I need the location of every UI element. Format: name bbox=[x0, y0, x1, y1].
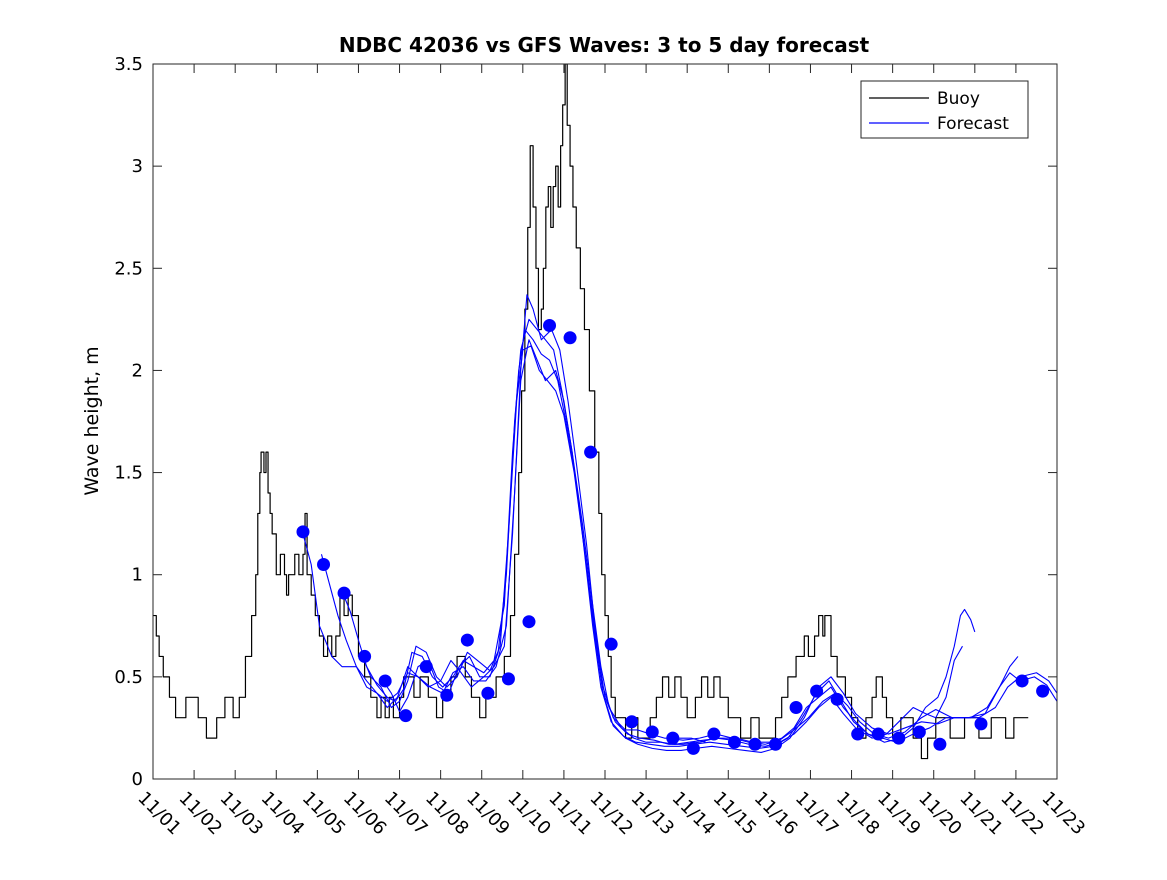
forecast-marker-9 bbox=[481, 686, 495, 700]
forecast-marker-21 bbox=[727, 735, 741, 749]
chart-title: NDBC 42036 vs GFS Waves: 3 to 5 day fore… bbox=[339, 33, 870, 57]
forecast-marker-28 bbox=[871, 727, 885, 741]
forecast-marker-7 bbox=[440, 688, 454, 702]
y-tick-label: 0 bbox=[132, 769, 143, 790]
forecast-marker-12 bbox=[543, 318, 557, 332]
y-tick-label: 2.5 bbox=[114, 258, 143, 279]
forecast-marker-1 bbox=[317, 558, 331, 571]
y-axis-label: Wave height, m bbox=[81, 346, 103, 495]
forecast-marker-4 bbox=[378, 674, 392, 688]
forecast-marker-11 bbox=[522, 615, 536, 629]
forecast-marker-14 bbox=[584, 445, 598, 459]
forecast-marker-25 bbox=[810, 684, 824, 698]
legend-box bbox=[860, 80, 1029, 139]
y-tick-label: 2 bbox=[132, 360, 143, 381]
forecast-marker-32 bbox=[974, 717, 988, 731]
forecast-marker-6 bbox=[419, 660, 433, 674]
forecast-marker-0 bbox=[296, 525, 310, 539]
forecast-marker-17 bbox=[645, 725, 659, 739]
y-tick-label: 3 bbox=[132, 156, 143, 177]
y-tick-label: 0.5 bbox=[114, 667, 143, 688]
forecast-marker-22 bbox=[748, 737, 762, 751]
forecast-marker-5 bbox=[399, 709, 413, 723]
forecast-marker-29 bbox=[892, 731, 906, 745]
legend-label-buoy: Buoy bbox=[937, 89, 980, 109]
forecast-marker-16 bbox=[625, 715, 639, 729]
forecast-marker-24 bbox=[789, 701, 803, 714]
forecast-marker-20 bbox=[707, 727, 721, 741]
forecast-marker-8 bbox=[460, 633, 474, 647]
forecast-marker-18 bbox=[666, 731, 680, 745]
y-tick-label: 1.5 bbox=[114, 463, 143, 484]
forecast-marker-33 bbox=[1015, 674, 1029, 688]
forecast-marker-13 bbox=[563, 331, 577, 345]
buoy-series-line bbox=[153, 64, 1029, 760]
forecast-marker-31 bbox=[933, 737, 947, 751]
forecast-marker-3 bbox=[358, 649, 372, 663]
y-tick-label: 3.5 bbox=[114, 54, 143, 75]
forecast-marker-2 bbox=[337, 586, 351, 600]
forecast-marker-34 bbox=[1036, 684, 1050, 698]
forecast-marker-26 bbox=[830, 692, 844, 706]
y-tick-label: 1 bbox=[132, 565, 143, 586]
forecast-marker-30 bbox=[912, 725, 926, 739]
forecast-marker-19 bbox=[686, 741, 700, 755]
legend-label-forecast: Forecast bbox=[937, 114, 1009, 134]
forecast-marker-23 bbox=[769, 737, 783, 751]
forecast-marker-15 bbox=[604, 637, 618, 651]
forecast-marker-10 bbox=[501, 672, 515, 686]
forecast-marker-27 bbox=[851, 727, 865, 741]
